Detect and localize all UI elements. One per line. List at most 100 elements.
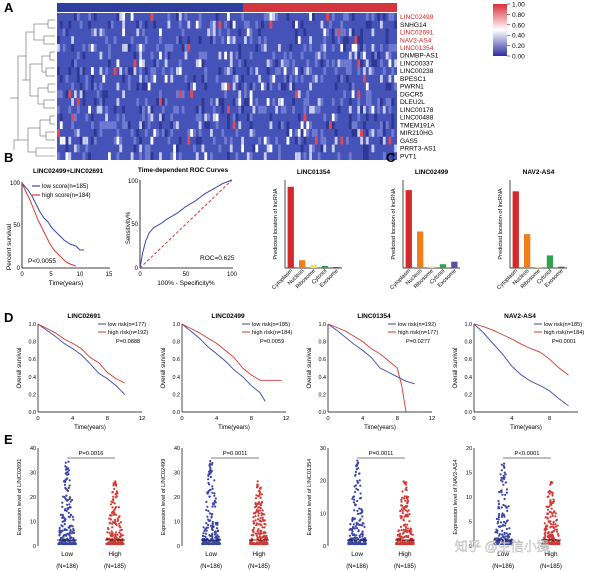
scatter-e-dot (70, 532, 73, 535)
scatter-e-dot (114, 535, 117, 538)
heatmap-cell (178, 67, 182, 75)
scatter-e-dot (541, 542, 544, 546)
heatmap-cell (232, 121, 236, 130)
heatmap-cell (351, 13, 355, 21)
heatmap-cell (178, 36, 182, 44)
gene-label: NAV2-AS4 (400, 37, 432, 44)
scatter-e-dot (354, 470, 358, 474)
gene-label: TMEM191A (400, 122, 435, 129)
km-d-xtick: 12 (283, 416, 289, 422)
bar (524, 234, 531, 268)
scatter-e-dot (264, 537, 267, 541)
scatter-e-dot (114, 520, 117, 523)
km-d-ytick: 0.2 (29, 392, 37, 398)
heatmap-cell (184, 43, 188, 52)
heatmap-cell (178, 59, 182, 68)
km-d-ytick: 0.8 (173, 340, 181, 346)
scatter-e-dot (211, 532, 214, 535)
scatter-e-dot (109, 521, 112, 524)
color-scale-tick-label: 0.80 (512, 12, 525, 19)
heatmap-cell (309, 67, 312, 75)
heatmap-cell (377, 51, 380, 60)
scatter-e-dot (251, 542, 254, 546)
heatmap-cell (278, 67, 281, 75)
bar-chart-title: LINC02499 (415, 169, 449, 176)
heatmap-cell (116, 59, 120, 68)
heatmap-cell (346, 59, 349, 68)
scatter-e-dot (118, 522, 121, 525)
scatter-e-dot (119, 540, 122, 543)
heatmap-cell (133, 144, 137, 153)
scatter-e-dot (400, 504, 404, 507)
heatmap-cell (161, 67, 165, 75)
heatmap-cell (263, 36, 267, 44)
km-d-ytick: 0.4 (465, 375, 473, 381)
scatter-e-dot (363, 525, 366, 529)
km-plot-row: LINC02691 Overall survival 0.0 0.2 0.4 0.6 0.8… (17, 313, 584, 431)
scatter-e-dot (505, 488, 509, 491)
scatter-e-group-label: Low (497, 551, 509, 558)
km-d-ytick: 0.6 (319, 357, 327, 363)
heatmap-cell (210, 28, 213, 37)
scatter-e-dot (398, 534, 401, 537)
scatter-e-dot (249, 542, 252, 546)
heatmap-cell (204, 152, 208, 160)
heatmap-cell (122, 20, 125, 29)
scatter-e-dot (543, 532, 546, 535)
km-d-xtick: 0 (326, 416, 329, 422)
scatter-e-dot (61, 542, 64, 545)
scatter-e-dot (257, 501, 261, 504)
heatmap-cell (346, 13, 349, 21)
scatter-e-dot (555, 519, 558, 522)
scatter-e-dot (499, 542, 502, 545)
heatmap-cell (76, 129, 80, 137)
scatter-e-dot (501, 529, 504, 532)
heatmap-cell (261, 43, 264, 52)
scatter-e-dot (58, 541, 61, 544)
heatmap-cell (263, 152, 267, 160)
bar (405, 190, 412, 268)
km-d-ylabel: Overall survival (161, 347, 167, 388)
heatmap-cell (139, 121, 142, 130)
heatmap-cell (337, 28, 341, 37)
scatter-e-dot (358, 507, 361, 510)
km-d-xtick: 4 (71, 416, 75, 422)
heatmap-cell (116, 152, 120, 160)
scatter-e-dot (398, 542, 401, 546)
scatter-e-dot (406, 502, 409, 505)
heatmap-cell (309, 144, 312, 153)
group-bar-low (57, 3, 243, 12)
heatmap-cell (314, 136, 318, 145)
heatmap-cell (348, 82, 352, 91)
heatmap-cell (300, 129, 304, 137)
scatter-e-dot (354, 490, 357, 494)
scatter-e-dot (119, 532, 122, 536)
scatter-e-dot (256, 485, 259, 488)
heatmap-cell (309, 121, 312, 130)
heatmap-cell (337, 105, 341, 114)
scatter-e-dot (354, 525, 357, 528)
scatter-e-dot (202, 526, 205, 529)
scatter-e-dot (205, 532, 208, 535)
scatter-e-dot (503, 542, 506, 546)
heatmap-cell (365, 129, 369, 137)
scatter-e-dot (407, 500, 410, 503)
heatmap-cell (159, 98, 162, 106)
bar (451, 261, 458, 268)
heatmap-cell (139, 67, 142, 75)
scatter-e-dot (353, 498, 356, 501)
heatmap-cell (204, 121, 208, 130)
heatmap-cell (238, 28, 242, 37)
scatter-e-dot (211, 512, 214, 516)
scatter-e-dot (113, 542, 116, 546)
gene-label: LINC02499 (400, 14, 434, 21)
heatmap-cell (289, 74, 293, 83)
panel-label-e: E (4, 432, 13, 447)
heatmap-cell (340, 98, 344, 106)
heatmap-cell (57, 152, 60, 160)
scatter-e-n-label: (N=185) (540, 564, 562, 570)
heatmap-cell (340, 28, 344, 37)
scatter-e-dot (61, 501, 64, 504)
